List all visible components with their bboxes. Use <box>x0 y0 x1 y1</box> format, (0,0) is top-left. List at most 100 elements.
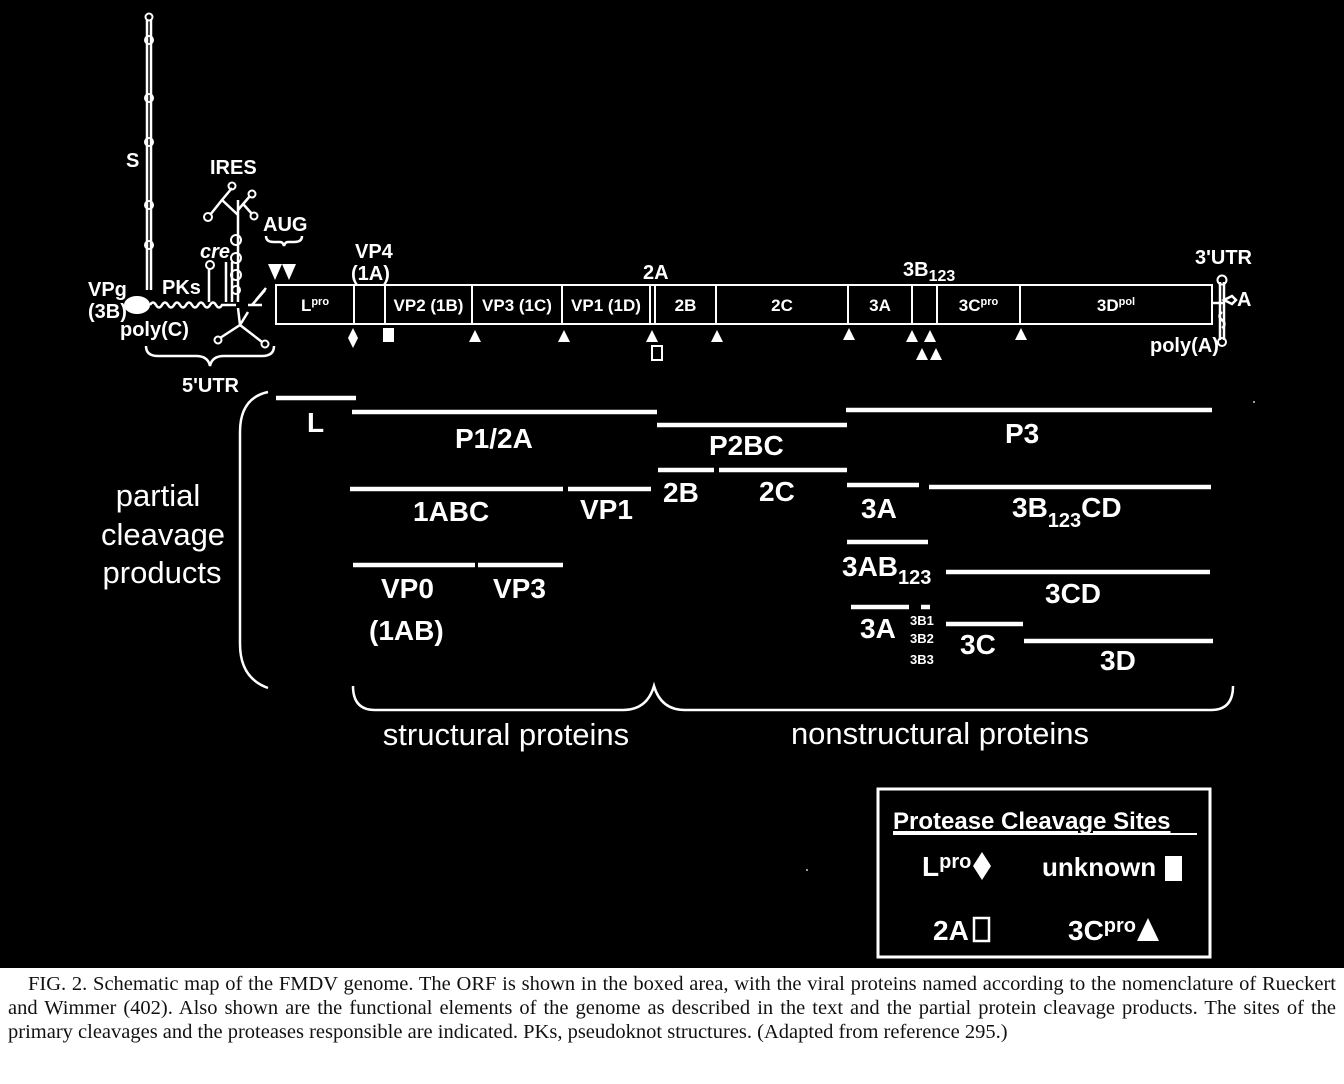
ires-structure <box>203 181 270 349</box>
vp4-sub-label: (1A) <box>351 263 390 285</box>
3cpro-cleavage-triangle <box>469 330 481 342</box>
products-side-label-2: cleavage <box>101 517 225 552</box>
legend-2a-open-square-icon <box>972 916 991 943</box>
legend-lpro-diamond-icon <box>973 852 991 880</box>
orf-box: Lpro VP2 (1B) VP3 (1C) VP1 (1D) 2B 2C 3A 3Cpro 3… <box>248 284 1213 325</box>
speck <box>1253 401 1255 403</box>
3b123cd-tail: CD <box>1081 492 1121 523</box>
utr3-loop-top <box>1216 274 1228 286</box>
genome-map: S VPg (3B) poly(C) PKs cre <box>88 12 1255 959</box>
product-label-P1-2A: P1/2A <box>455 423 533 454</box>
orf-segment-label-3d: 3Dpol <box>1097 296 1135 315</box>
3cpro-cleavage-triangle <box>930 348 942 360</box>
s-bulge <box>144 240 154 250</box>
product-label-3B2: 3B2 <box>910 631 934 646</box>
s-label: S <box>126 150 139 172</box>
product-labels: L P1/2A P2BC P3 1ABC VP1 2B 2C 3A 3B123C… <box>307 407 1136 676</box>
3ab123-main: 3AB <box>842 551 898 582</box>
product-label-VP0: VP0 <box>381 573 434 604</box>
protein-group-brace <box>351 681 1235 712</box>
legend-lpro-label: Lpro <box>922 851 971 882</box>
legend-title: Protease Cleavage Sites <box>893 808 1171 835</box>
orf-segment-label-vp1: VP1 (1D) <box>571 296 641 315</box>
legend: Protease Cleavage Sites Lpro unknown 2A … <box>876 787 1212 959</box>
utr5-label: 5'UTR <box>182 375 240 397</box>
products-brace <box>238 390 269 690</box>
s-loop-top <box>144 12 154 22</box>
3b123cd-sub: 123 <box>1048 510 1081 532</box>
product-label-2C: 2C <box>759 476 795 507</box>
aug-arrow-1 <box>268 264 282 280</box>
2a-cleavage-open-square <box>651 345 663 361</box>
orf-segment-label-2c: 2C <box>771 296 793 315</box>
utr5-brace <box>144 345 276 367</box>
product-label-L: L <box>307 407 324 438</box>
vp4-label: VP4 <box>355 241 394 263</box>
3cpro-cleavage-triangle <box>711 330 723 342</box>
product-label-3CD: 3CD <box>1045 578 1101 609</box>
product-label-2B: 2B <box>663 477 699 508</box>
nonstructural-proteins-label: nonstructural proteins <box>791 716 1089 751</box>
product-label-3A: 3A <box>861 493 897 524</box>
orf-segment-label-3c: 3Cpro <box>959 296 999 315</box>
product-label-VP3: VP3 <box>493 573 546 604</box>
cre-label: cre <box>200 241 230 263</box>
orf-segment-label-3a: 3A <box>869 296 891 315</box>
product-bars <box>276 395 1213 644</box>
genome-figure: S VPg (3B) poly(C) PKs cre <box>0 0 1344 968</box>
3b123cd-main: 3B <box>1012 492 1048 523</box>
3cpro-cleavage-triangle <box>843 328 855 340</box>
s-bulge <box>144 93 154 103</box>
orf-segment-vp4 <box>353 284 386 325</box>
product-label-P2BC: P2BC <box>709 430 784 461</box>
product-label-3AB123: 3AB123 <box>842 551 931 589</box>
3cpro-cleavage-triangle <box>558 330 570 342</box>
2a-above-label: 2A <box>643 262 669 284</box>
structural-proteins-label: structural proteins <box>383 717 629 752</box>
polyc-label: poly(C) <box>120 319 189 341</box>
legend-lpro-sup: pro <box>939 851 971 873</box>
product-label-3B123CD: 3B123CD <box>1012 492 1122 532</box>
product-label-VP1: VP1 <box>580 494 633 525</box>
aug-arrow-2 <box>282 264 296 280</box>
caption-text: FIG. 2. Schematic map of the FMDV genome… <box>8 973 1336 1043</box>
product-label-3B1: 3B1 <box>910 613 934 628</box>
figure-caption: FIG. 2. Schematic map of the FMDV genome… <box>8 972 1336 1044</box>
legend-lpro-main: L <box>922 851 939 882</box>
cleavage-markers <box>348 328 1027 361</box>
lpro-cleavage-diamond <box>348 328 358 348</box>
vpg-sub-label: (3B) <box>88 301 127 323</box>
utr3-label: 3'UTR <box>1195 247 1253 269</box>
orf-segment-label-l: Lpro <box>301 296 329 315</box>
vpg-oval <box>124 296 150 314</box>
legend-3cpro-sup: pro <box>1104 915 1136 937</box>
products-side-label-1: partial <box>116 478 200 513</box>
legend-3cpro-label: 3Cpro <box>1068 915 1136 946</box>
orf-segment-label-vp3: VP3 (1C) <box>482 296 552 315</box>
3b-above-sub: 123 <box>929 268 956 285</box>
utr3-a-loop <box>1221 294 1238 306</box>
legend-3cpro-main: 3C <box>1068 915 1104 946</box>
3cpro-cleavage-triangle <box>1015 328 1027 340</box>
s-bulge <box>144 137 154 147</box>
product-label-3C: 3C <box>960 629 996 660</box>
3b-above-label: 3B123 <box>903 259 955 285</box>
product-label-P3: P3 <box>1005 418 1039 449</box>
aug-brace <box>264 235 304 247</box>
products-side-label-3: products <box>103 555 222 590</box>
3cpro-cleavage-triangle <box>924 330 936 342</box>
3cpro-cleavage-triangle <box>906 330 918 342</box>
orf-segment-label-vp2: VP2 (1B) <box>394 296 464 315</box>
polyc-pks-squiggle <box>148 301 236 309</box>
polya-label: poly(A) <box>1150 335 1219 357</box>
product-label-3A-b: 3A <box>860 613 896 644</box>
s-bulge <box>144 35 154 45</box>
3ab123-sub: 123 <box>898 567 931 589</box>
ires-label: IRES <box>210 157 257 179</box>
legend-unknown-label: unknown <box>1042 852 1156 882</box>
3cpro-cleavage-triangle <box>646 330 658 342</box>
s-bulge <box>144 200 154 210</box>
orf-segment-3b <box>911 284 938 325</box>
legend-box <box>876 787 1212 959</box>
product-label-3B3: 3B3 <box>910 652 934 667</box>
